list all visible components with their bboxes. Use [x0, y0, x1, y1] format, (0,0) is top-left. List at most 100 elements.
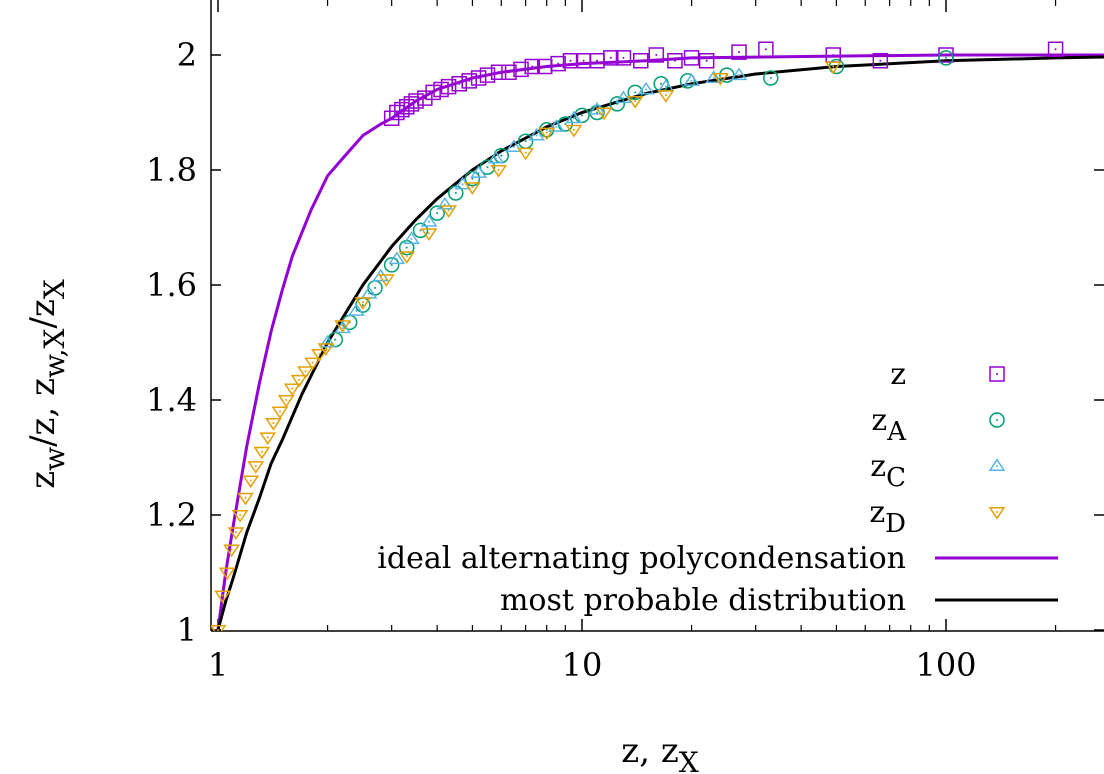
x-tick-label: 10 [562, 646, 603, 684]
data-point [758, 41, 774, 57]
data-point [562, 53, 579, 69]
data-point [394, 101, 410, 118]
data-point [626, 96, 644, 109]
data-point [528, 127, 545, 141]
data-point [550, 55, 566, 72]
data-point [448, 185, 464, 201]
data-point [436, 196, 454, 210]
data-point [231, 510, 249, 523]
y-tick-label: 1.4 [146, 381, 197, 419]
data-point [398, 99, 415, 115]
data-point [389, 104, 405, 121]
data-point [632, 53, 649, 69]
data-point [334, 320, 352, 333]
plot-frame [210, 0, 1104, 632]
x-axis-title: z, zX [621, 731, 698, 774]
series-lines [216, 53, 1104, 631]
data-point [517, 147, 535, 161]
legend-label: zC [870, 449, 906, 493]
data-point [615, 50, 632, 66]
data-point [211, 625, 227, 631]
data-point [412, 222, 429, 239]
data-point [657, 90, 675, 103]
data-point [731, 44, 747, 60]
data-point [271, 406, 289, 420]
data-point [627, 84, 643, 101]
data-point [609, 96, 626, 112]
data-point [347, 303, 365, 316]
data-point [589, 53, 605, 69]
data-point [524, 58, 540, 75]
data-point [388, 251, 406, 265]
data-point [648, 47, 665, 63]
data-point [538, 127, 556, 141]
data-point [259, 432, 277, 446]
data-point [277, 395, 295, 408]
data-point [223, 544, 241, 558]
legend-marker [989, 366, 1005, 382]
data-point [501, 64, 517, 80]
data-point [317, 343, 335, 356]
data-point [730, 67, 748, 81]
data-point [304, 357, 322, 371]
data-point [711, 73, 729, 86]
legend-marker [988, 507, 1006, 520]
data-point [683, 73, 700, 86]
y-axis-title: zw/z, zw,X/zX [23, 279, 71, 489]
series-points [211, 41, 1064, 631]
data-point [319, 334, 336, 348]
data-point [408, 93, 424, 109]
data-point [311, 349, 328, 362]
data-point [265, 418, 282, 431]
data-point [615, 90, 632, 104]
data-point [440, 205, 457, 218]
legend-marker [988, 458, 1006, 471]
data-point [398, 251, 416, 264]
legend-label: zD [869, 495, 906, 539]
data-point [470, 70, 487, 86]
data-point [214, 590, 232, 604]
data-point [218, 567, 236, 581]
data-point [505, 139, 523, 152]
data-point [490, 165, 507, 178]
data-point [762, 70, 779, 86]
data-point [354, 297, 372, 310]
data-point [417, 90, 433, 106]
data-point [464, 170, 481, 187]
data-point [425, 84, 441, 101]
data-point [683, 50, 700, 66]
legend-marker [989, 412, 1005, 428]
data-point [253, 446, 271, 460]
y-tick-label: 1.8 [146, 151, 197, 189]
series-line-4 [216, 53, 1104, 631]
data-point [297, 366, 314, 379]
data-point [464, 182, 481, 195]
data-point [667, 53, 683, 69]
legend-label: most probable distribution [500, 583, 906, 618]
series-line-5 [216, 55, 1104, 631]
data-point [429, 205, 445, 221]
data-point [575, 53, 592, 69]
legend-label: zA [871, 403, 907, 447]
x-tick-label: 100 [915, 646, 976, 684]
data-point [283, 383, 301, 397]
data-point [705, 70, 723, 83]
legend-label: z [890, 357, 906, 392]
data-point [479, 67, 496, 83]
data-point [637, 81, 655, 95]
data-point [872, 53, 889, 69]
x-tick-label: 1 [208, 646, 228, 684]
data-point [420, 214, 438, 227]
data-point [247, 461, 265, 474]
data-point [461, 73, 477, 89]
data-point [565, 110, 583, 124]
data-point [227, 527, 245, 540]
data-point [470, 165, 488, 178]
data-point [513, 61, 529, 78]
y-tick-label: 1.2 [146, 496, 197, 534]
y-tick-label: 1.6 [146, 266, 197, 304]
data-point [242, 475, 260, 489]
y-tick-label: 2 [177, 36, 197, 74]
